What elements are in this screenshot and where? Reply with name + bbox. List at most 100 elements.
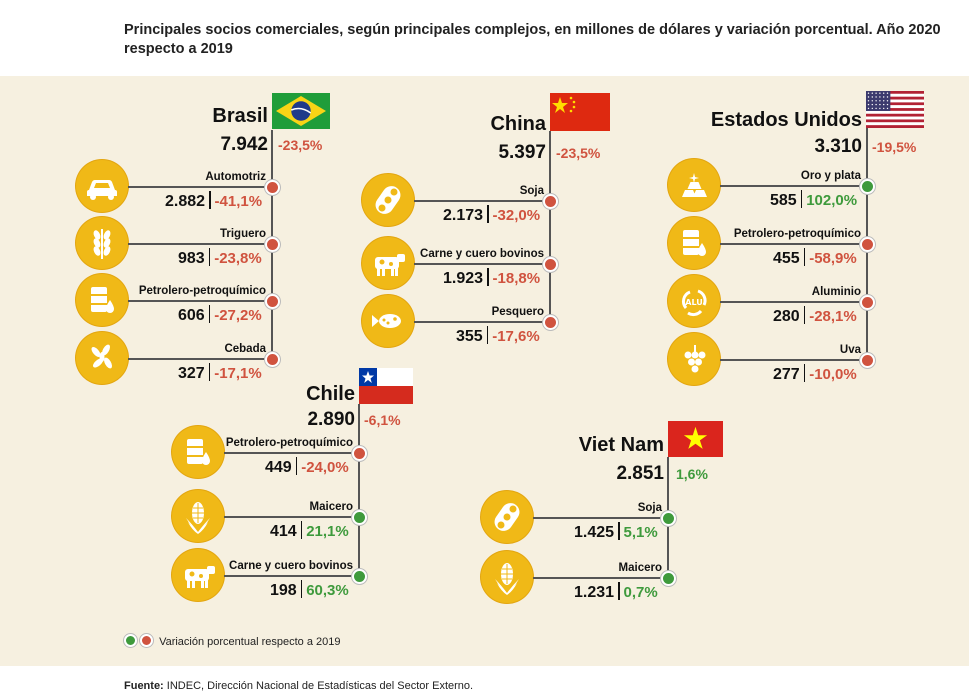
source-label: Fuente: [124, 680, 164, 692]
value-separator [800, 190, 803, 208]
variation-dot [265, 180, 280, 195]
complex-amount: 1.425 [574, 524, 615, 541]
legend: Variación porcentual respecto a 2019 [124, 634, 340, 648]
flag-vietnam [668, 421, 723, 462]
value-separator [209, 191, 211, 209]
complex-value: 280 -28,1% [773, 306, 857, 326]
value-separator [208, 363, 211, 381]
complex-pct: 102,0% [806, 192, 858, 209]
complex-pct: -24,0% [301, 459, 349, 476]
flag-chile [359, 368, 413, 409]
row-connector [720, 185, 867, 187]
icon-circle [481, 551, 533, 603]
value-separator [618, 582, 620, 600]
complex-amount: 606 [178, 307, 205, 324]
complex-amount: 414 [270, 523, 297, 540]
complex-label: Uva [839, 344, 861, 356]
variation-dot [352, 446, 367, 461]
complex-amount: 2.173 [443, 207, 484, 224]
country-pct: 1,6% [676, 466, 708, 482]
icon-circle [172, 490, 224, 542]
complex-pct: 5,1% [623, 524, 658, 541]
row-connector [128, 243, 272, 245]
variation-dot [265, 352, 280, 367]
value-separator [487, 268, 489, 286]
complex-amount: 280 [773, 308, 800, 325]
icon-circle [668, 333, 720, 385]
row-connector [414, 200, 550, 202]
complex-label: Automotriz [205, 171, 266, 183]
complex-pct: -41,1% [214, 193, 263, 210]
icon-circle [362, 237, 414, 289]
complex-amount: 277 [773, 366, 800, 383]
connector-line [358, 404, 360, 575]
complex-amount: 198 [270, 582, 297, 599]
complex-label: Soja [519, 185, 544, 197]
country-name: Brasil [212, 105, 268, 127]
variation-dot [860, 237, 875, 252]
icon-circle [76, 332, 128, 384]
complex-pct: 0,7% [623, 584, 658, 601]
icon-circle [172, 426, 224, 478]
complex-amount: 355 [456, 328, 483, 345]
country-pct: -6,1% [364, 412, 401, 428]
complex-value: 1.425 5,1% [574, 522, 658, 542]
row-connector [720, 301, 867, 303]
complex-value: 355 -17,6% [456, 326, 540, 346]
variation-dot [352, 569, 367, 584]
variation-dot [661, 571, 676, 586]
variation-dot [352, 510, 367, 525]
variation-dot [860, 353, 875, 368]
country-total: 2.851 [616, 463, 664, 484]
country-pct: -23,5% [556, 145, 601, 161]
row-connector [414, 263, 550, 265]
complex-label: Cebada [224, 343, 266, 355]
complex-pct: -17,6% [492, 328, 540, 345]
complex-value: 327 -17,1% [178, 363, 262, 383]
icon-circle [362, 295, 414, 347]
icon-circle [481, 491, 533, 543]
country-name: Chile [306, 383, 355, 405]
variation-dot [860, 295, 875, 310]
complex-label: Pesquero [491, 306, 544, 318]
icon-circle [76, 274, 128, 326]
value-separator [208, 248, 211, 266]
variation-dot [543, 194, 558, 209]
complex-pct: 21,1% [306, 523, 349, 540]
complex-label: Petrolero-petroquímico [733, 228, 861, 240]
complex-label: Soja [637, 502, 662, 514]
icon-circle [668, 159, 720, 211]
complex-pct: -58,9% [809, 250, 857, 267]
complex-pct: -23,8% [214, 250, 262, 267]
chart-title: Principales socios comerciales, según pr… [124, 22, 941, 57]
complex-amount: 449 [265, 459, 292, 476]
complex-value: 277 -10,0% [773, 364, 857, 384]
complex-amount: 585 [770, 192, 797, 209]
flag-china [550, 93, 610, 136]
row-connector [720, 359, 867, 361]
complex-amount: 455 [773, 250, 800, 267]
value-separator [208, 305, 211, 323]
complex-value: 455 -58,9% [773, 248, 857, 268]
country-name: Estados Unidos [710, 109, 862, 131]
complex-pct: -32,0% [492, 207, 541, 224]
variation-dot [661, 511, 676, 526]
complex-value: 198 60,3% [270, 580, 349, 600]
variation-dot [543, 315, 558, 330]
row-connector [414, 321, 550, 323]
country-total: 7.942 [220, 134, 268, 155]
row-connector [224, 516, 359, 518]
value-separator [803, 306, 806, 324]
complex-label: Carne y cuero bovinos [420, 248, 544, 260]
row-connector [224, 452, 359, 454]
row-connector [224, 575, 359, 577]
complex-label: Maicero [618, 562, 662, 574]
complex-pct: -17,1% [214, 365, 262, 382]
icon-circle [76, 160, 128, 212]
row-connector [128, 358, 272, 360]
legend-green-dot [124, 634, 137, 647]
legend-text: Variación porcentual respecto a 2019 [159, 636, 341, 648]
variation-dot [543, 257, 558, 272]
complex-amount: 327 [178, 365, 205, 382]
complex-label: Oro y plata [800, 170, 861, 182]
